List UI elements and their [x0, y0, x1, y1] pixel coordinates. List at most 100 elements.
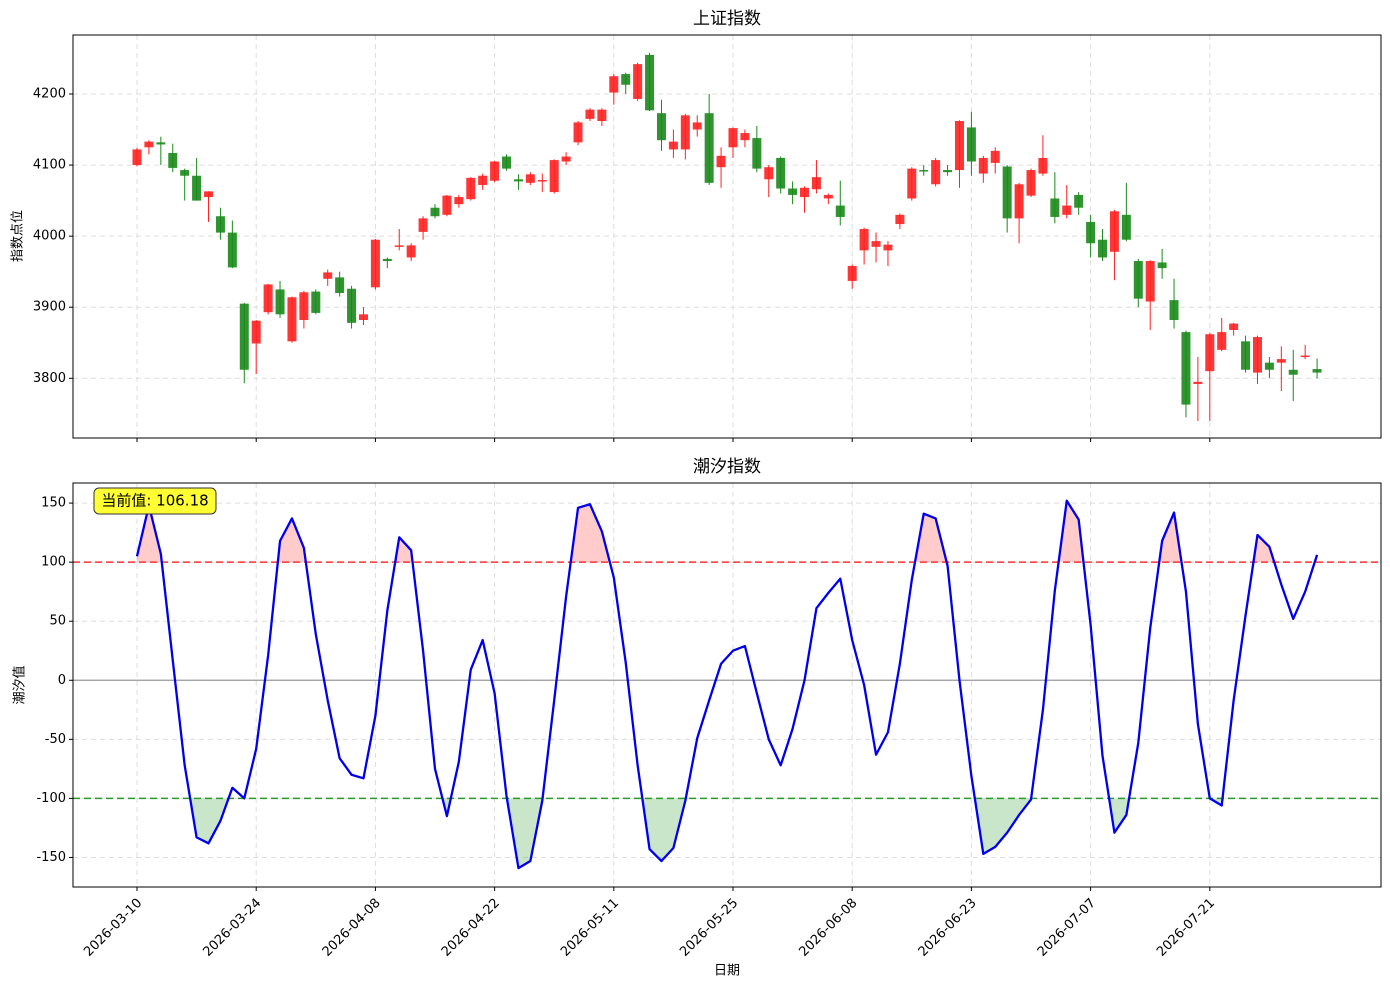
candle-body: [943, 170, 953, 173]
candle-body: [370, 239, 380, 288]
candle-body: [287, 297, 297, 342]
candle-body: [1252, 337, 1262, 373]
candle-body: [1145, 261, 1155, 302]
candle-body: [418, 218, 428, 232]
candle-body: [156, 142, 166, 145]
y-tick-label: 0: [58, 673, 66, 688]
candle-body: [1205, 334, 1215, 372]
candle-body: [692, 122, 702, 130]
candle-body: [859, 229, 869, 251]
candle-body: [299, 292, 309, 321]
y-tick-label: -50: [45, 732, 66, 747]
candle-body: [192, 175, 202, 201]
candle-body: [1074, 194, 1084, 208]
candle-body: [621, 74, 631, 85]
candle-body: [1181, 332, 1191, 405]
candle-body: [513, 179, 523, 182]
candle-body: [728, 128, 738, 148]
candle-body: [823, 194, 833, 199]
candle-body: [656, 113, 666, 141]
candle-body: [704, 113, 714, 183]
bottom-title: 潮汐指数: [693, 457, 761, 477]
candle-body: [430, 207, 440, 217]
candle-body: [275, 289, 285, 315]
candle-body: [1062, 205, 1072, 215]
candle-body: [1086, 221, 1096, 244]
candle-body: [204, 191, 214, 198]
candle-body: [561, 156, 571, 162]
candle-body: [811, 177, 821, 190]
candle-body: [931, 160, 941, 185]
candle-body: [585, 109, 595, 119]
candle-body: [382, 258, 392, 262]
candle-body: [776, 157, 786, 189]
y-tick-label: 4100: [33, 158, 66, 173]
candle-body: [1121, 214, 1131, 240]
candle-body: [966, 127, 976, 162]
candle-body: [1288, 369, 1298, 375]
candle-body: [549, 160, 559, 193]
candle-body: [1038, 157, 1048, 174]
bottom-y-label: 潮汐值: [12, 665, 28, 704]
top-title: 上证指数: [693, 9, 761, 29]
candle-body: [347, 288, 357, 323]
candle-body: [502, 156, 512, 169]
candle-body: [1300, 355, 1310, 358]
candle-body: [323, 272, 333, 279]
candle-body: [1133, 261, 1143, 299]
candle-body: [311, 291, 321, 313]
candle-body: [907, 168, 917, 199]
axes-frame: [72, 482, 1382, 888]
y-tick-label: 3900: [33, 300, 66, 315]
annotation: 当前值: 106.18: [101, 492, 208, 510]
candle-body: [180, 170, 190, 176]
candle-body: [251, 320, 261, 344]
candle-body: [263, 284, 273, 313]
candle-body: [132, 149, 142, 166]
y-tick-label: 150: [41, 496, 66, 511]
candle-body: [466, 177, 476, 200]
candle-body: [215, 216, 225, 233]
y-tick-label: -100: [36, 791, 66, 806]
candle-body: [335, 277, 345, 294]
candle-body: [668, 141, 678, 150]
candle-body: [1264, 362, 1274, 370]
candle-body: [895, 214, 905, 225]
candle-body: [394, 245, 404, 247]
candle-body: [1241, 341, 1251, 370]
candle-body: [597, 109, 607, 122]
candle-body: [537, 179, 547, 182]
candle-body: [454, 197, 464, 205]
candle-body: [645, 54, 655, 111]
candle-body: [800, 187, 810, 198]
candle-body: [740, 133, 750, 141]
y-tick-label: 3800: [33, 371, 66, 386]
candle-body: [227, 232, 237, 268]
candle-body: [573, 122, 583, 143]
candle-body: [1098, 239, 1108, 258]
candle-body: [1312, 369, 1322, 373]
candle-body: [478, 175, 488, 185]
candle-body: [716, 155, 726, 168]
candle-body: [1229, 323, 1239, 330]
candle-body: [990, 150, 1000, 163]
candle-body: [680, 115, 690, 150]
candle-body: [144, 141, 154, 148]
candle-body: [1109, 211, 1119, 252]
y-tick-label: 100: [41, 555, 66, 570]
candle-body: [835, 205, 845, 217]
candle-body: [406, 245, 416, 258]
candle-body: [525, 174, 535, 183]
y-tick-label: 4000: [33, 229, 66, 244]
candle-body: [1276, 359, 1286, 363]
candle-body: [1193, 381, 1203, 384]
candle-body: [633, 64, 643, 99]
candle-body: [1026, 170, 1036, 196]
candle-body: [919, 170, 929, 172]
top-y-label: 指数点位: [11, 210, 26, 262]
axes-frame: [72, 34, 1382, 439]
candle-body: [1014, 184, 1024, 219]
candle-body: [788, 188, 798, 195]
candle-body: [358, 314, 368, 321]
